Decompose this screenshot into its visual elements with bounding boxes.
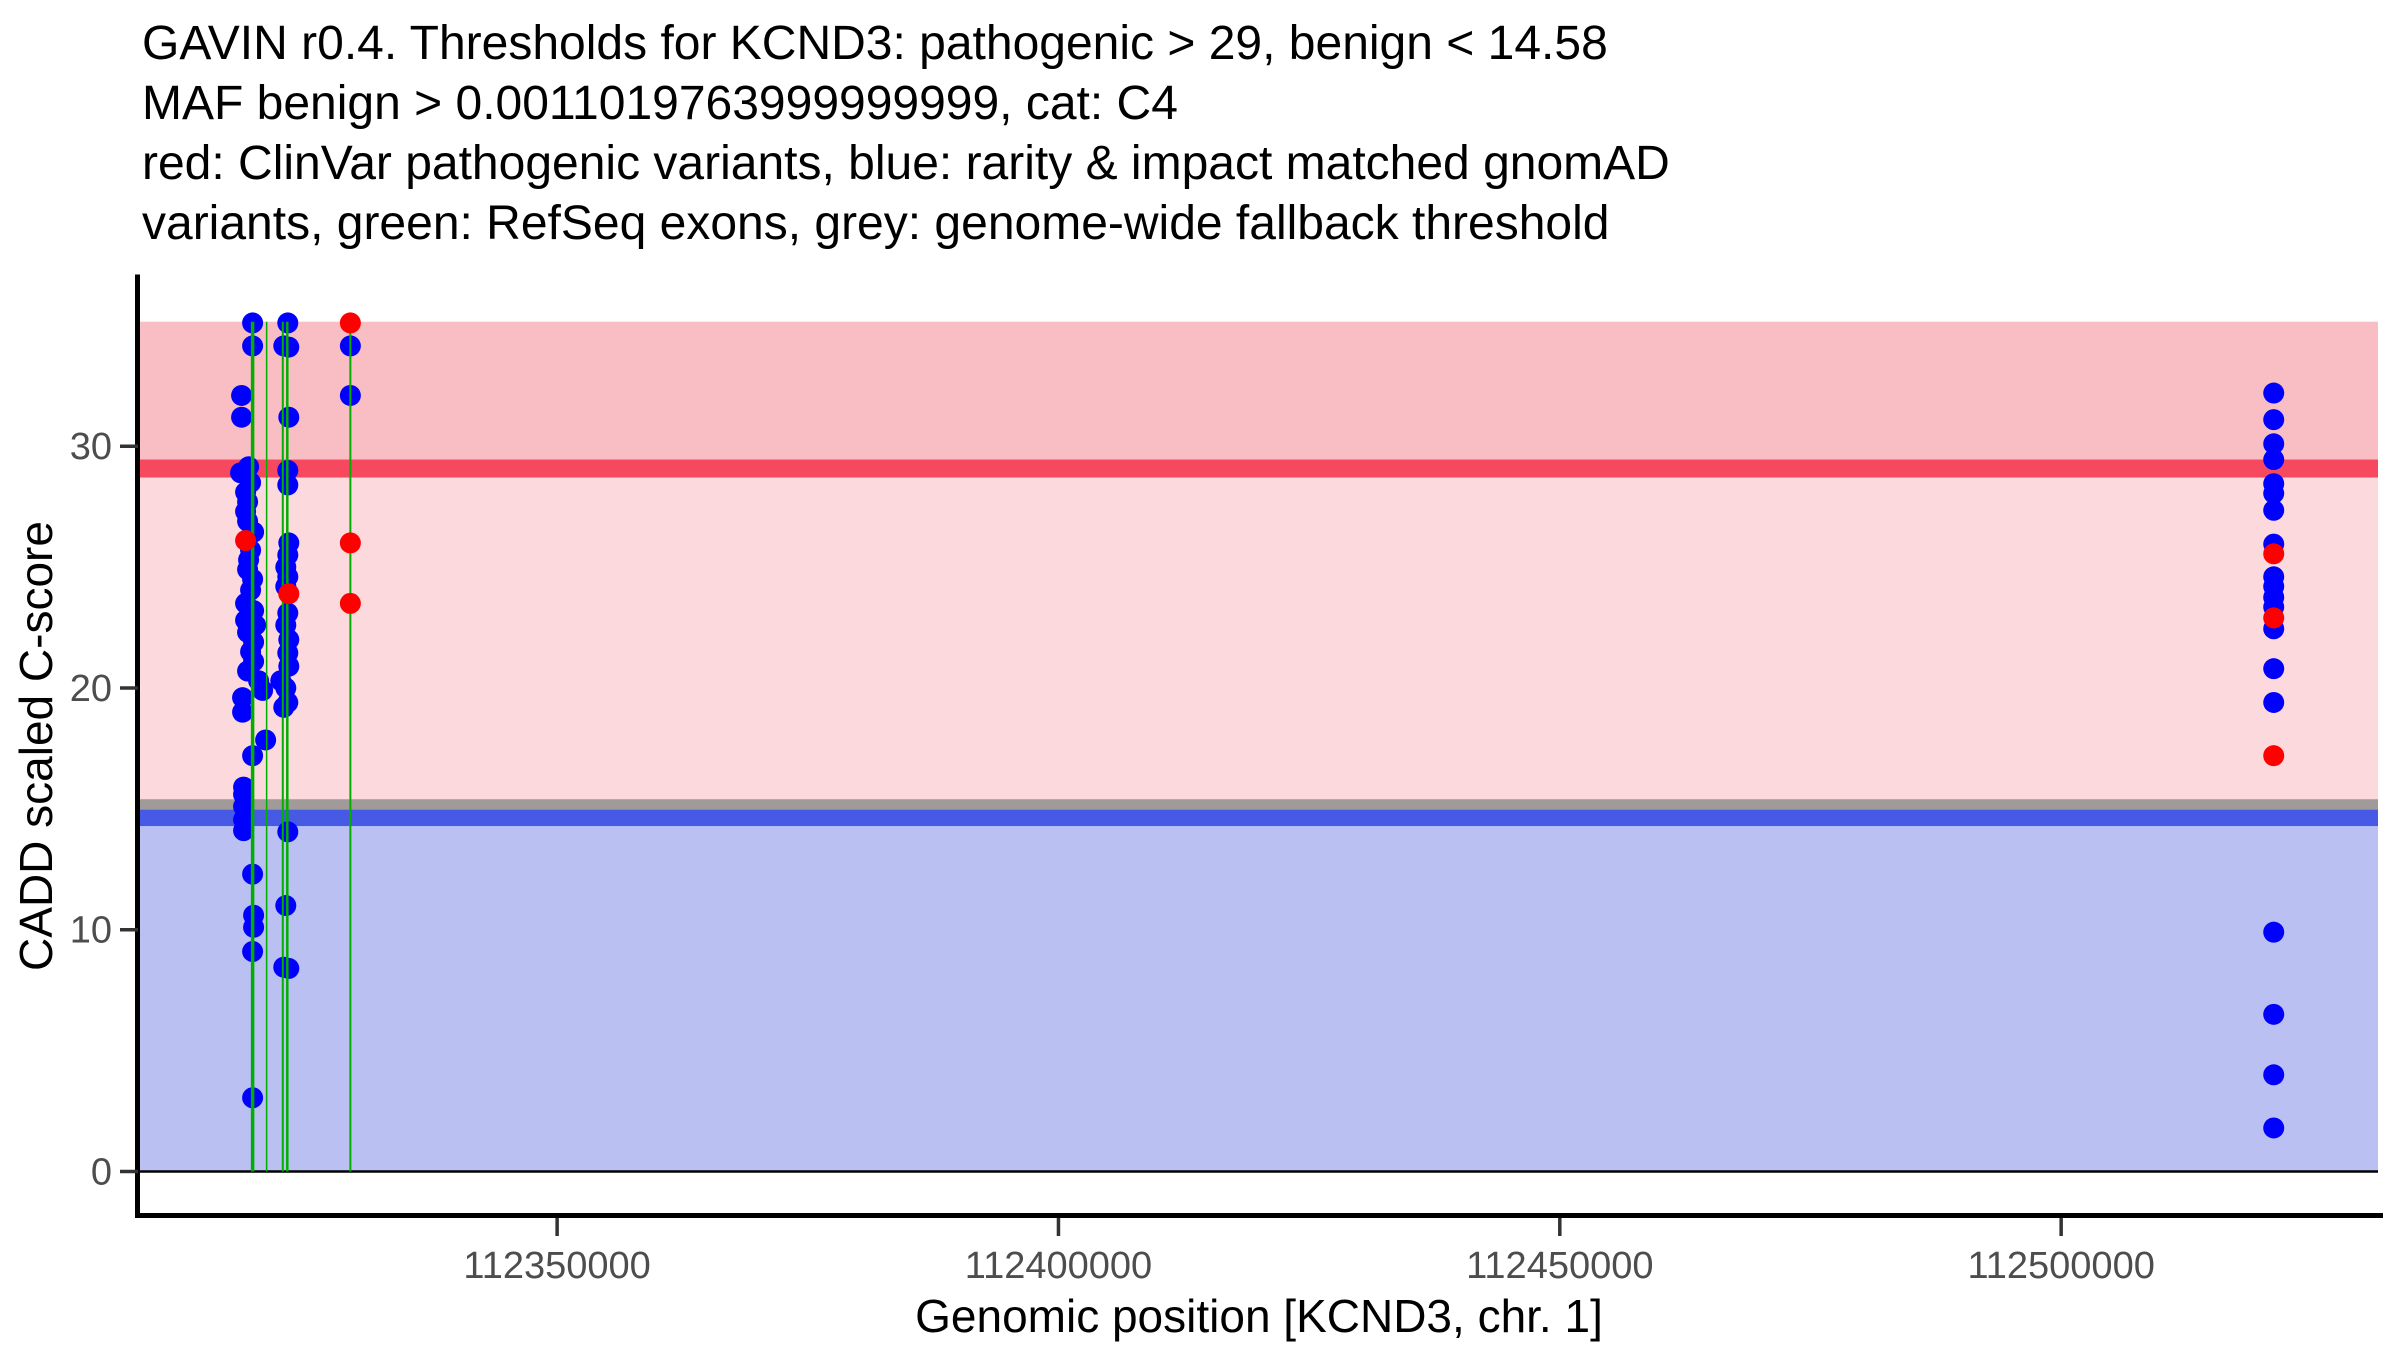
gnomad-variant-point: [2263, 433, 2285, 455]
gnomad-variant-point: [233, 820, 255, 842]
gnomad-variant-point: [2263, 691, 2285, 713]
gnomad-variant-point: [278, 336, 300, 358]
pathogenic-zone: [140, 321, 2378, 460]
gnomad-variant-point: [252, 679, 274, 701]
x-tick-label: 112350000: [463, 1245, 650, 1287]
pathogenic-threshold-band: [140, 459, 2378, 478]
y-tick-label: 20: [70, 668, 112, 710]
gnomad-variant-point: [278, 957, 300, 979]
clinvar-pathogenic-point: [2263, 745, 2285, 767]
gnomad-variant-point: [231, 384, 253, 406]
gnomad-variant-point: [278, 406, 300, 428]
x-axis-title: Genomic position [KCND3, chr. 1]: [915, 1290, 1603, 1342]
vous-zone: [140, 477, 2378, 800]
chart-title-line-4: variants, green: RefSeq exons, grey: gen…: [142, 197, 1610, 250]
gnomad-variant-point: [273, 696, 295, 718]
gnomad-variant-point: [2263, 1064, 2285, 1086]
gnomad-variant-point: [255, 729, 277, 751]
chart-title: GAVIN r0.4. Thresholds for KCND3: pathog…: [142, 14, 1670, 254]
y-axis-title: CADD scaled C-score: [10, 521, 62, 971]
clinvar-pathogenic-point: [339, 532, 361, 554]
x-tick-label: 112500000: [1967, 1245, 2154, 1287]
gnomad-variant-point: [2263, 499, 2285, 521]
y-tick-label: 0: [91, 1151, 112, 1193]
gnomad-variant-point: [2263, 921, 2285, 943]
gnomad-variant-point: [2263, 382, 2285, 404]
chart-title-line-1: GAVIN r0.4. Thresholds for KCND3: pathog…: [142, 17, 1608, 70]
gnomad-variant-point: [232, 687, 254, 709]
clinvar-pathogenic-point: [2263, 607, 2285, 629]
y-tick-label: 30: [70, 426, 112, 468]
y-tick-label: 10: [70, 910, 112, 952]
clinvar-pathogenic-point: [339, 312, 361, 334]
clinvar-pathogenic-point: [278, 583, 300, 605]
x-tick-label: 112450000: [1466, 1245, 1653, 1287]
chart-title-line-2: MAF benign > 0.0011019763999999999, cat:…: [142, 77, 1178, 130]
benign-threshold-band: [140, 809, 2378, 827]
gnomad-variant-point: [2263, 1003, 2285, 1025]
gnomad-variant-point: [2263, 482, 2285, 504]
clinvar-pathogenic-point: [339, 592, 361, 614]
gnomad-variant-point: [2263, 449, 2285, 471]
fallback-threshold-band: [140, 799, 2378, 810]
x-tick-label: 112400000: [965, 1245, 1152, 1287]
gnomad-variant-point: [232, 701, 254, 723]
benign-zone: [140, 826, 2378, 1172]
gnomad-variant-point: [2263, 658, 2285, 680]
clinvar-pathogenic-point: [235, 530, 257, 552]
gnomad-variant-point: [2263, 1117, 2285, 1139]
chart-title-line-3: red: ClinVar pathogenic variants, blue: …: [142, 137, 1670, 190]
clinvar-pathogenic-point: [2263, 543, 2285, 565]
gnomad-variant-point: [2263, 409, 2285, 431]
gnomad-variant-point: [231, 406, 253, 428]
gnomad-variant-point: [275, 895, 297, 917]
